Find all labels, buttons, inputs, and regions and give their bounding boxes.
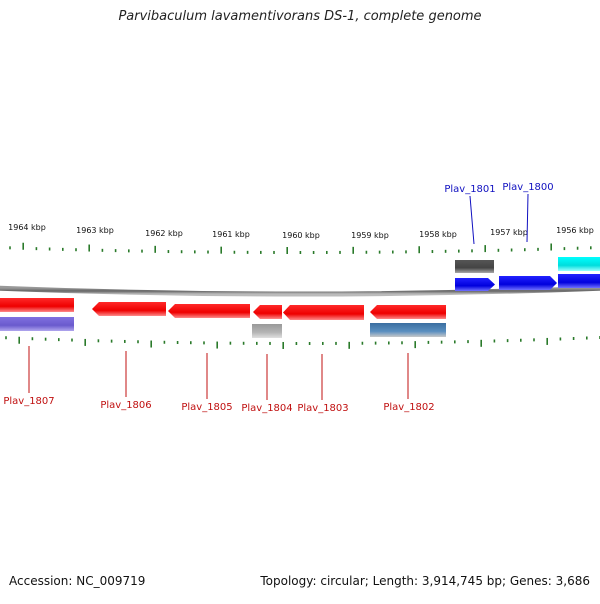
gene-plav-1806-arrow (92, 302, 166, 316)
gene-label: Plav_1804 (241, 403, 292, 414)
genome-summary-text: Topology: circular; Length: 3,914,745 bp… (260, 574, 590, 588)
genome-backbone (0, 285, 600, 297)
scale-label: 1962 kbp (145, 229, 183, 238)
gene-feature-cyan (558, 257, 600, 271)
gene-plav-1807-feature (0, 317, 74, 331)
scale-label: 1957 kbp (490, 228, 528, 237)
gene-plav-1803-arrow (283, 305, 364, 320)
gene-label: Plav_1805 (181, 402, 232, 413)
gene-label: Plav_1802 (383, 402, 434, 413)
scale-label: 1958 kbp (419, 230, 457, 239)
gene-plav-1801-feature (455, 260, 494, 273)
genome-title: Parvibaculum lavamentivorans DS-1, compl… (118, 9, 482, 24)
gene-label: Plav_1803 (297, 403, 348, 414)
gene-plav-1802-arrow (370, 305, 446, 319)
scale-label: 1959 kbp (351, 231, 389, 240)
gene-plav-1804-feature (252, 324, 282, 338)
scale-ticks-top (9, 242, 592, 254)
gene-plav-1805-arrow (168, 304, 250, 318)
scale-label: 1963 kbp (76, 226, 114, 235)
scale-label: 1960 kbp (282, 231, 320, 240)
leader-line (469, 195, 475, 245)
leader-line (526, 193, 529, 243)
gene-features (0, 257, 600, 338)
scale-labels: 1964 kbp 1963 kbp 1962 kbp 1961 kbp 1960 kbp… (8, 223, 594, 240)
scale-label: 1956 kbp (556, 226, 594, 235)
scale-ticks-bottom (5, 336, 600, 349)
gene-arrow-forward (455, 278, 495, 291)
gene-plav-1804-arrow (253, 305, 282, 319)
gene-plav-1807-arrow (0, 298, 74, 312)
gene-plav-1800-arrow (499, 276, 557, 290)
scale-label: 1961 kbp (212, 230, 250, 239)
gene-label-leaders (28, 193, 529, 400)
gene-label: Plav_1807 (3, 396, 54, 407)
gene-arrow-forward (558, 274, 600, 288)
scale-label: 1964 kbp (8, 223, 46, 232)
gene-label: Plav_1806 (100, 400, 151, 411)
gene-plav-1802-feature (370, 323, 446, 337)
gene-labels: Plav_1801 Plav_1800 Plav_1807 Plav_1806 Plav… (3, 182, 553, 414)
gene-label: Plav_1800 (502, 182, 553, 193)
accession-text: Accession: NC_009719 (9, 574, 146, 588)
gene-label: Plav_1801 (444, 184, 495, 195)
